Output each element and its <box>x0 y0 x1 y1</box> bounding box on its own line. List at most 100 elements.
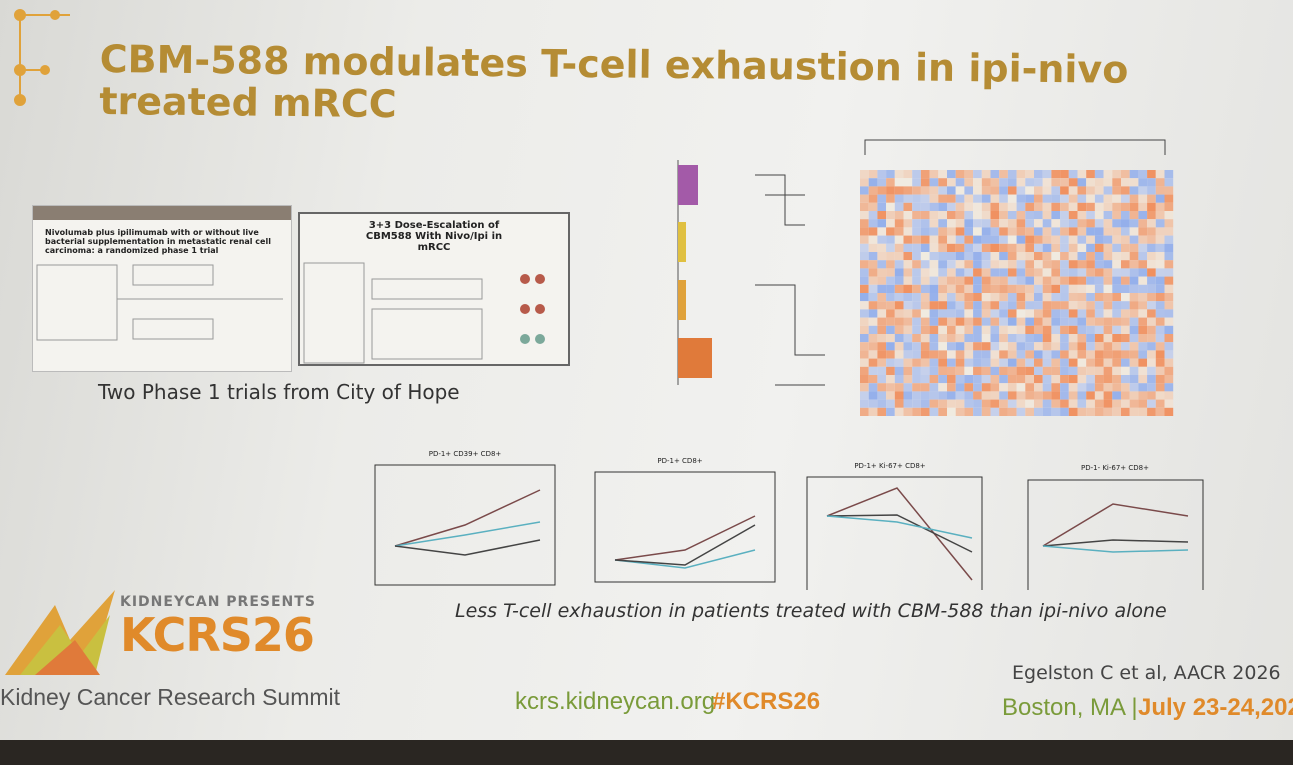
heat-cell <box>1138 407 1148 416</box>
heat-cell <box>1129 194 1139 203</box>
heat-cell <box>1164 301 1174 310</box>
heat-cell <box>1129 309 1139 318</box>
heat-cell <box>920 276 930 285</box>
heat-cell <box>894 202 904 211</box>
heat-cell <box>938 268 947 277</box>
heat-cell <box>1121 407 1130 416</box>
heat-cell <box>1147 293 1156 302</box>
heat-cell <box>1147 202 1156 211</box>
heat-cell <box>860 391 869 400</box>
heat-cell <box>1129 202 1139 211</box>
heat-cell <box>1155 219 1165 228</box>
heat-cell <box>938 202 947 211</box>
heat-cell <box>1086 202 1095 211</box>
heat-cell <box>1094 284 1104 293</box>
heat-cell <box>920 366 930 375</box>
heat-cell <box>1051 170 1061 179</box>
heat-cell <box>1164 358 1174 367</box>
heat-cell <box>1086 391 1095 400</box>
heat-cell <box>920 293 930 302</box>
heat-cell <box>912 227 921 236</box>
heat-cell <box>1077 219 1087 228</box>
heat-cell <box>999 366 1008 375</box>
heat-cell <box>1094 219 1104 228</box>
heat-cell <box>1025 334 1034 343</box>
heat-cell <box>1042 309 1052 318</box>
heat-cell <box>912 243 921 252</box>
heat-cell <box>938 350 947 359</box>
heat-cell <box>1138 276 1148 285</box>
heat-cell <box>1034 358 1043 367</box>
heat-cell <box>894 170 904 179</box>
heat-cell <box>1086 334 1095 343</box>
heat-cell <box>1025 309 1034 318</box>
heat-cell <box>860 358 869 367</box>
chart-plots <box>374 464 1204 590</box>
heat-cell <box>1086 227 1095 236</box>
heat-cell <box>868 178 878 187</box>
heat-cell <box>1007 407 1017 416</box>
heat-cell <box>1025 227 1034 236</box>
heat-cell <box>929 350 939 359</box>
heat-cell <box>1016 391 1026 400</box>
heat-cell <box>912 317 921 326</box>
heat-cell <box>860 350 869 359</box>
heat-cell <box>1007 211 1017 220</box>
heat-cell <box>1007 252 1017 261</box>
heat-cell <box>973 383 982 392</box>
heat-cell <box>1094 383 1104 392</box>
heat-cell <box>1060 284 1069 293</box>
heat-cell <box>955 391 965 400</box>
heat-cell <box>999 268 1008 277</box>
heat-cell <box>1077 334 1087 343</box>
heat-cell <box>1077 399 1087 408</box>
heat-cell <box>894 342 904 351</box>
heat-cell <box>886 276 895 285</box>
heat-cell <box>894 260 904 269</box>
heat-cell <box>1129 407 1139 416</box>
heat-cell <box>903 284 913 293</box>
heat-cell <box>973 317 982 326</box>
heat-cell <box>1034 375 1043 384</box>
heat-cell <box>903 399 913 408</box>
heat-cell <box>1138 194 1148 203</box>
heat-cell <box>912 399 921 408</box>
heat-cell <box>1042 276 1052 285</box>
heat-cell <box>964 375 974 384</box>
kcrs-logo-mark <box>5 590 115 675</box>
heat-cell <box>947 268 956 277</box>
heat-cell <box>938 243 947 252</box>
heat-cell <box>1051 342 1061 351</box>
heat-cell <box>1103 235 1113 244</box>
heat-cell <box>929 178 939 187</box>
heat-cell <box>1155 202 1165 211</box>
heat-cell <box>868 202 878 211</box>
heat-cell <box>964 252 974 261</box>
trial-title: 3+3 Dose-Escalation of CBM588 With Nivo/… <box>365 220 503 253</box>
heat-cell <box>990 293 1000 302</box>
heat-cell <box>973 284 982 293</box>
heat-cell <box>912 202 921 211</box>
heat-cell <box>1103 252 1113 261</box>
heat-cell <box>912 301 921 310</box>
heat-cell <box>920 301 930 310</box>
heat-cell <box>999 227 1008 236</box>
heat-cell <box>1147 383 1156 392</box>
heat-cell <box>1034 170 1043 179</box>
heat-cell <box>894 391 904 400</box>
heat-cell <box>1007 284 1017 293</box>
heat-cell <box>1129 252 1139 261</box>
heat-cell <box>1121 366 1130 375</box>
heat-cell <box>1112 178 1121 187</box>
heat-cell <box>886 358 895 367</box>
heat-cell <box>973 194 982 203</box>
heat-cell <box>886 375 895 384</box>
heat-cell <box>1086 309 1095 318</box>
heat-cell <box>1060 358 1069 367</box>
heat-cell <box>1138 301 1148 310</box>
heat-cell <box>1155 260 1165 269</box>
heat-cell <box>920 186 930 195</box>
trial-diagram <box>303 262 545 364</box>
heat-cell <box>1147 235 1156 244</box>
heat-cell <box>1155 268 1165 277</box>
